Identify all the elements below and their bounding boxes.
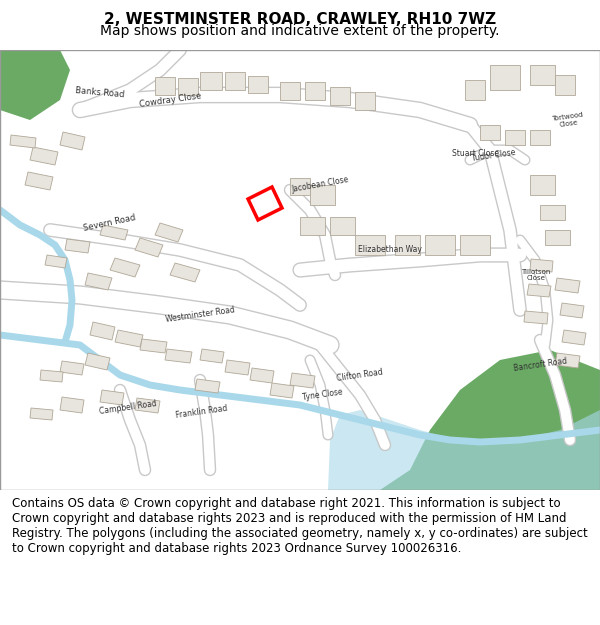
Text: Tortwood
Close: Tortwood Close [551, 111, 584, 129]
Polygon shape [170, 263, 200, 282]
Text: Bancroft Road: Bancroft Road [512, 357, 568, 373]
Polygon shape [155, 77, 175, 95]
Polygon shape [490, 65, 520, 90]
Polygon shape [460, 235, 490, 255]
Polygon shape [545, 230, 570, 245]
Polygon shape [155, 223, 183, 242]
Polygon shape [60, 132, 85, 150]
Polygon shape [530, 259, 553, 272]
Polygon shape [65, 239, 90, 253]
Text: Campbell Road: Campbell Road [99, 399, 157, 416]
Polygon shape [330, 87, 350, 105]
Polygon shape [178, 78, 198, 95]
Polygon shape [305, 82, 325, 100]
Polygon shape [85, 273, 112, 290]
Polygon shape [290, 373, 315, 388]
Polygon shape [135, 238, 163, 257]
Polygon shape [555, 278, 580, 293]
Polygon shape [45, 255, 67, 268]
Text: Jacobean Close: Jacobean Close [290, 176, 349, 194]
Text: Cowdray Close: Cowdray Close [139, 91, 202, 109]
Polygon shape [165, 349, 192, 363]
Polygon shape [465, 80, 485, 100]
Polygon shape [300, 217, 325, 235]
Text: Westminster Road: Westminster Road [165, 306, 235, 324]
Polygon shape [530, 65, 555, 85]
Polygon shape [225, 72, 245, 90]
Polygon shape [195, 379, 220, 393]
Polygon shape [527, 284, 551, 297]
Polygon shape [290, 178, 310, 195]
Polygon shape [85, 353, 110, 370]
Polygon shape [310, 185, 335, 205]
Polygon shape [135, 398, 160, 413]
Text: Elizabethan Way: Elizabethan Way [358, 246, 422, 254]
Polygon shape [355, 235, 385, 255]
Polygon shape [505, 130, 525, 145]
Text: Severn Road: Severn Road [83, 213, 137, 233]
Polygon shape [248, 76, 268, 93]
Text: Stuart Close: Stuart Close [452, 149, 499, 158]
Polygon shape [395, 235, 420, 255]
Polygon shape [555, 353, 580, 368]
Text: Map shows position and indicative extent of the property.: Map shows position and indicative extent… [100, 24, 500, 38]
Polygon shape [30, 408, 53, 420]
Text: Banks Road: Banks Road [75, 86, 125, 99]
Polygon shape [30, 147, 58, 165]
Polygon shape [100, 225, 128, 240]
Polygon shape [320, 410, 600, 490]
Polygon shape [530, 130, 550, 145]
Polygon shape [250, 368, 274, 383]
Polygon shape [560, 303, 584, 318]
Text: Contains OS data © Crown copyright and database right 2021. This information is : Contains OS data © Crown copyright and d… [12, 497, 588, 555]
Polygon shape [425, 235, 455, 255]
Polygon shape [225, 360, 250, 375]
Polygon shape [40, 370, 63, 382]
Polygon shape [110, 258, 140, 277]
Polygon shape [200, 349, 224, 363]
Polygon shape [280, 82, 300, 100]
Polygon shape [540, 205, 565, 220]
Polygon shape [555, 75, 575, 95]
Text: 2, WESTMINSTER ROAD, CRAWLEY, RH10 7WZ: 2, WESTMINSTER ROAD, CRAWLEY, RH10 7WZ [104, 12, 496, 28]
Polygon shape [10, 135, 36, 148]
Polygon shape [100, 390, 124, 405]
Polygon shape [140, 339, 167, 353]
Polygon shape [115, 330, 143, 347]
Polygon shape [562, 330, 586, 345]
Polygon shape [480, 125, 500, 140]
Text: Clifton Road: Clifton Road [336, 368, 384, 382]
Text: Franklin Road: Franklin Road [176, 404, 229, 420]
Polygon shape [90, 322, 115, 340]
Polygon shape [0, 50, 70, 120]
Polygon shape [25, 172, 53, 190]
Polygon shape [60, 397, 84, 413]
Text: Tyne Close: Tyne Close [301, 388, 343, 402]
Polygon shape [330, 217, 355, 235]
Polygon shape [524, 311, 548, 324]
Polygon shape [355, 92, 375, 110]
Polygon shape [200, 72, 222, 90]
Polygon shape [380, 350, 600, 490]
Polygon shape [60, 361, 84, 375]
Polygon shape [530, 175, 555, 195]
Polygon shape [270, 383, 294, 398]
Text: Tudor Close: Tudor Close [472, 148, 517, 162]
Text: Tillotson
Close: Tillotson Close [521, 269, 551, 281]
